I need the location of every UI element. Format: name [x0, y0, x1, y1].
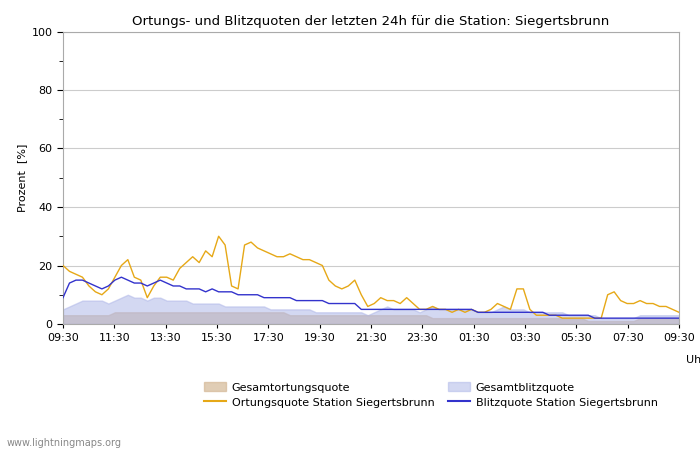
Y-axis label: Prozent  [%]: Prozent [%]: [18, 144, 27, 212]
Text: Uhrzeit: Uhrzeit: [686, 355, 700, 365]
Text: www.lightningmaps.org: www.lightningmaps.org: [7, 438, 122, 448]
Legend: Gesamtortungsquote, Ortungsquote Station Siegertsbrunn, Gesamtblitzquote, Blitzq: Gesamtortungsquote, Ortungsquote Station…: [204, 382, 658, 408]
Title: Ortungs- und Blitzquoten der letzten 24h für die Station: Siegertsbrunn: Ortungs- und Blitzquoten der letzten 24h…: [132, 14, 610, 27]
